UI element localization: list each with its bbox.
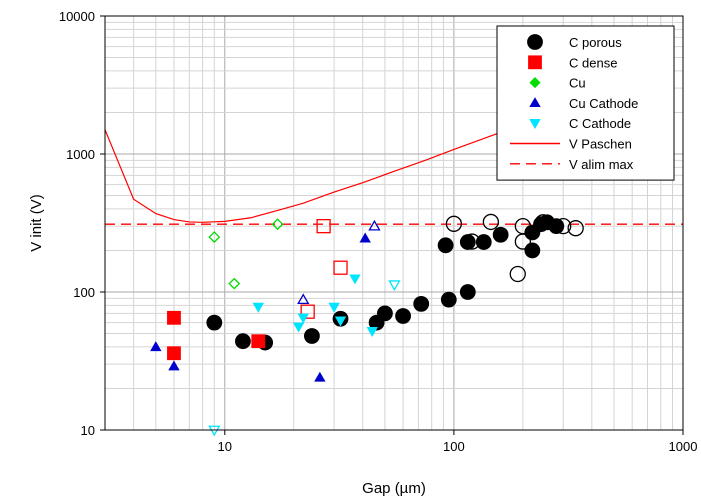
data-point — [314, 371, 326, 382]
legend: C porous C dense Cu Cu Cathode C Cathode V Pa… — [496, 25, 675, 181]
legend-swatch — [527, 34, 543, 50]
legend-box — [496, 25, 675, 181]
data-point — [251, 334, 266, 349]
data-point-hollow — [271, 218, 284, 231]
data-point — [413, 295, 430, 312]
y-tick-label: 10000 — [59, 9, 95, 24]
data-point — [168, 360, 180, 371]
y-tick-label: 10 — [81, 423, 95, 438]
data-point-hollow — [297, 293, 310, 305]
points-c-porous — [206, 213, 584, 351]
data-point — [304, 328, 320, 344]
points-cu-cathode — [150, 219, 381, 382]
legend-swatch — [529, 119, 541, 130]
data-point — [150, 341, 162, 352]
data-point-hollow — [208, 425, 221, 437]
x-tick-label: 1000 — [669, 439, 698, 454]
y-tick-label: 100 — [73, 285, 95, 300]
data-point — [440, 291, 457, 308]
data-point — [206, 314, 223, 331]
data-point — [395, 308, 411, 324]
data-point-hollow — [368, 219, 381, 231]
data-point — [334, 316, 347, 327]
x-tick-label: 100 — [443, 439, 465, 454]
paschen-curve — [104, 116, 546, 223]
data-point-hollow — [514, 233, 532, 250]
data-point — [292, 322, 305, 333]
legend-label: C dense — [569, 55, 617, 70]
y-axis-label: V init (V) — [28, 194, 45, 252]
data-point-hollow — [316, 219, 331, 234]
data-point — [437, 237, 454, 254]
data-point — [167, 346, 181, 361]
data-point — [459, 234, 476, 250]
x-axis-label: Gap (µm) — [362, 480, 426, 497]
data-point-hollow — [567, 220, 584, 237]
data-point-hollow — [388, 280, 401, 291]
legend-label: Cu — [569, 76, 586, 91]
points-c-dense — [167, 219, 348, 361]
legend-label: Cu Cathode — [569, 96, 638, 111]
data-point-hollow — [228, 277, 241, 290]
series-layer — [104, 116, 683, 437]
data-point — [459, 284, 476, 300]
x-tick-label: 10 — [218, 439, 232, 454]
data-point-hollow — [300, 304, 315, 319]
legend-swatch — [529, 97, 541, 108]
axis-ticks: 10 100 1000 10 100 1000 10000 — [59, 9, 698, 454]
data-point — [366, 327, 378, 337]
data-point-hollow — [445, 215, 463, 232]
data-point — [235, 333, 251, 350]
data-point — [252, 302, 264, 313]
data-point — [349, 274, 361, 285]
data-point-hollow — [208, 231, 221, 244]
series-v-paschen — [104, 116, 546, 223]
points-c-cathode — [208, 274, 401, 437]
legend-swatch — [528, 55, 542, 70]
data-point — [297, 313, 309, 324]
data-point-hollow — [482, 213, 500, 231]
data-point — [328, 302, 340, 313]
data-point — [475, 234, 492, 250]
data-point-hollow — [333, 260, 348, 275]
y-tick-label: 1000 — [66, 147, 95, 162]
data-point-hollow — [509, 265, 526, 283]
legend-label: C porous — [569, 35, 622, 50]
legend-swatch — [529, 77, 541, 89]
data-point — [533, 216, 549, 233]
legend-label: V alim max — [569, 157, 634, 172]
data-point — [359, 232, 371, 243]
legend-label: V Paschen — [569, 137, 632, 152]
data-point — [167, 310, 181, 325]
plot-frame — [104, 15, 684, 431]
data-point — [524, 242, 541, 259]
legend-label: C Cathode — [569, 116, 631, 131]
points-cu — [208, 218, 284, 290]
data-point — [492, 226, 509, 243]
data-point — [548, 218, 565, 235]
data-point — [377, 305, 393, 322]
